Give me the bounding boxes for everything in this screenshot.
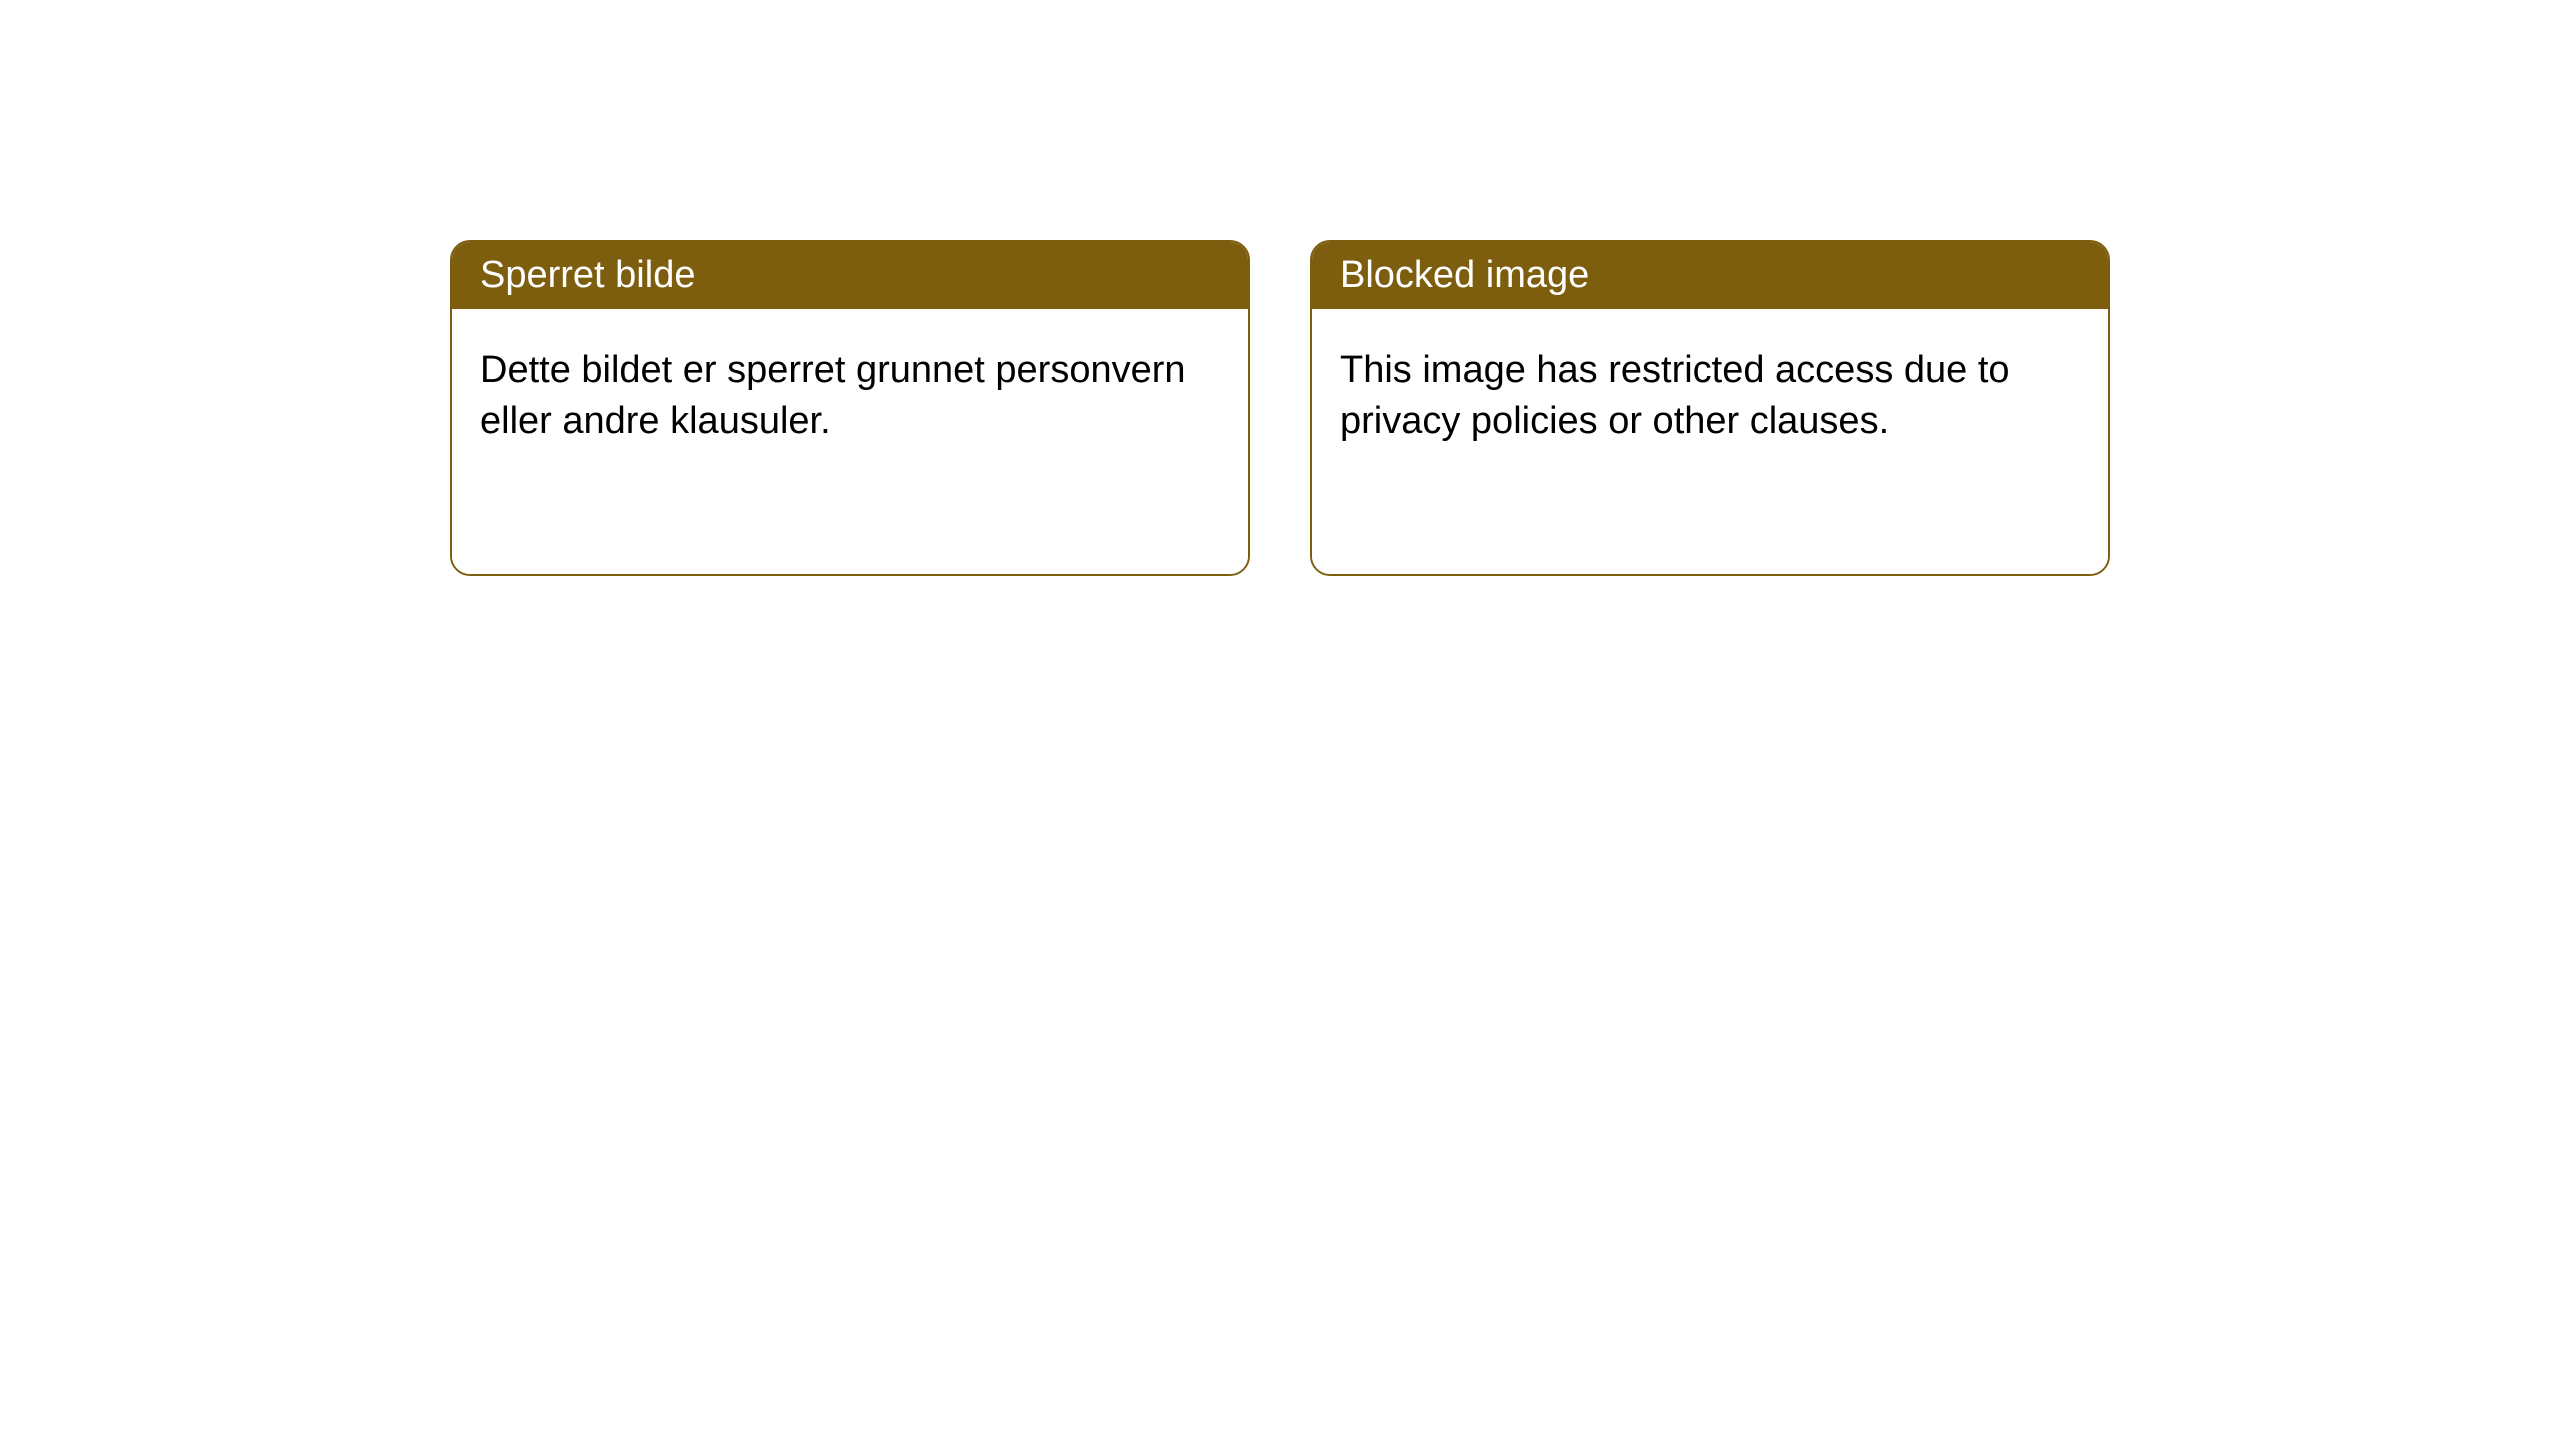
- blocked-image-card-english: Blocked image This image has restricted …: [1310, 240, 2110, 576]
- card-body-norwegian: Dette bildet er sperret grunnet personve…: [452, 309, 1248, 574]
- card-header-english: Blocked image: [1312, 242, 2108, 309]
- card-body-english: This image has restricted access due to …: [1312, 309, 2108, 574]
- cards-container: Sperret bilde Dette bildet er sperret gr…: [0, 0, 2560, 576]
- card-header-norwegian: Sperret bilde: [452, 242, 1248, 309]
- blocked-image-card-norwegian: Sperret bilde Dette bildet er sperret gr…: [450, 240, 1250, 576]
